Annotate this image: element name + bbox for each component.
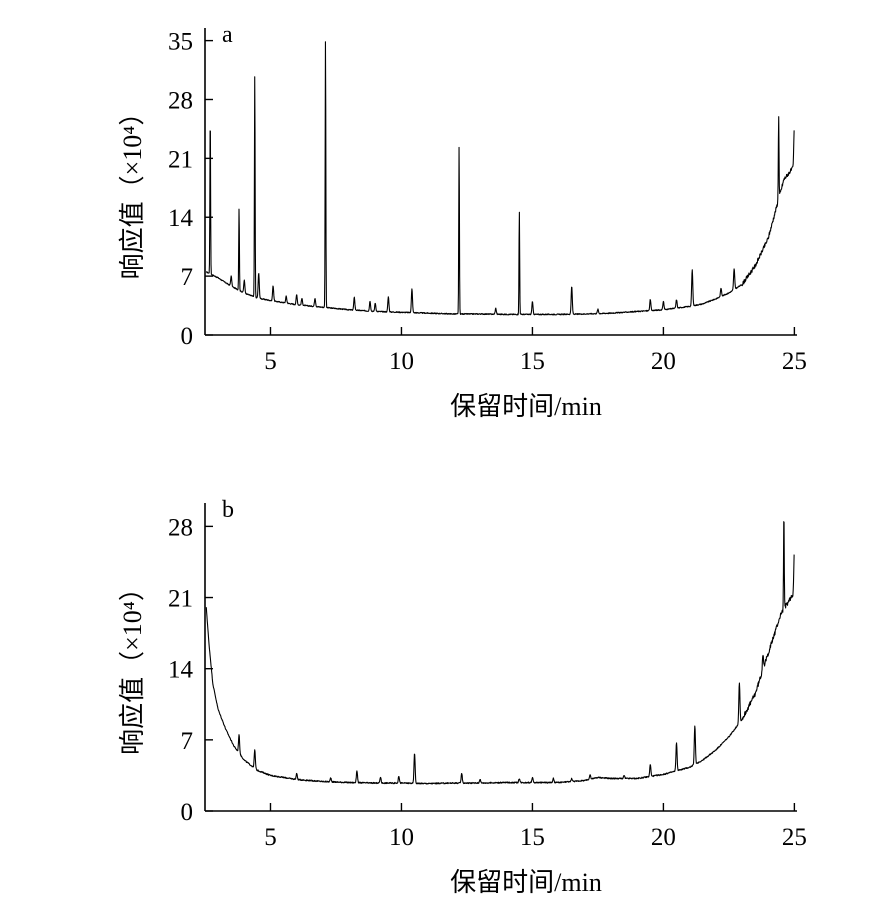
chart-a-x-axis-title: 保留时间/min — [450, 392, 602, 421]
chart-a-panel-label: a — [222, 22, 233, 48]
chart-a-x-tick-label: 5 — [264, 348, 277, 375]
chart-b-y-axis-title: 响应值（×10⁴） — [118, 575, 147, 755]
chart-b-x-axis-title: 保留时间/min — [450, 868, 602, 897]
chart-a-trace — [206, 41, 795, 316]
chart-a-y-tick-label: 21 — [168, 146, 193, 173]
chart-a-y-tick-label: 0 — [181, 323, 194, 350]
chart-b-x-tick-label: 10 — [389, 824, 414, 851]
chart-b-x-tick-label: 5 — [264, 824, 277, 851]
chart-a-y-tick-label: 35 — [168, 29, 193, 56]
chart-a-y-tick-label: 28 — [168, 87, 193, 114]
chart-b-y-tick-label: 0 — [181, 799, 194, 826]
chart-b-y-tick-label: 21 — [168, 586, 193, 613]
chart-a-y-axis-title: 响应值（×10⁴） — [118, 100, 147, 280]
chart-a-x-tick-label: 15 — [520, 348, 545, 375]
chart-b-ticks: 5 10 15 20 25 0 7 14 21 28 — [168, 514, 807, 851]
chart-b-y-tick-label: 14 — [168, 657, 194, 684]
chart-b-y-tick-label: 7 — [181, 728, 194, 755]
chart-b-x-tick-label: 15 — [520, 824, 545, 851]
chart-a-y-tick-label: 7 — [181, 264, 194, 291]
chart-b-x-tick-label: 25 — [782, 824, 807, 851]
chart-a-x-tick-label: 20 — [651, 348, 676, 375]
chart-a-y-tick-label: 14 — [168, 205, 194, 232]
chart-a-ticks: 5 10 15 20 25 0 7 14 21 28 35 — [168, 29, 807, 375]
chart-a-x-tick-label: 25 — [782, 348, 807, 375]
chart-b-x-tick-label: 20 — [651, 824, 676, 851]
panel-a: 5 10 15 20 25 0 7 14 21 28 35 a 保留时间/min 响应值（×10⁴） — [118, 22, 807, 421]
chart-a-x-tick-label: 10 — [389, 348, 414, 375]
chart-b-trace — [205, 521, 795, 785]
chart-b-panel-label: b — [222, 497, 234, 523]
panel-b: 5 10 15 20 25 0 7 14 21 28 b 保留时间/min 响应值（×10⁴） — [118, 497, 807, 897]
chart-b-y-tick-label: 28 — [168, 514, 193, 541]
